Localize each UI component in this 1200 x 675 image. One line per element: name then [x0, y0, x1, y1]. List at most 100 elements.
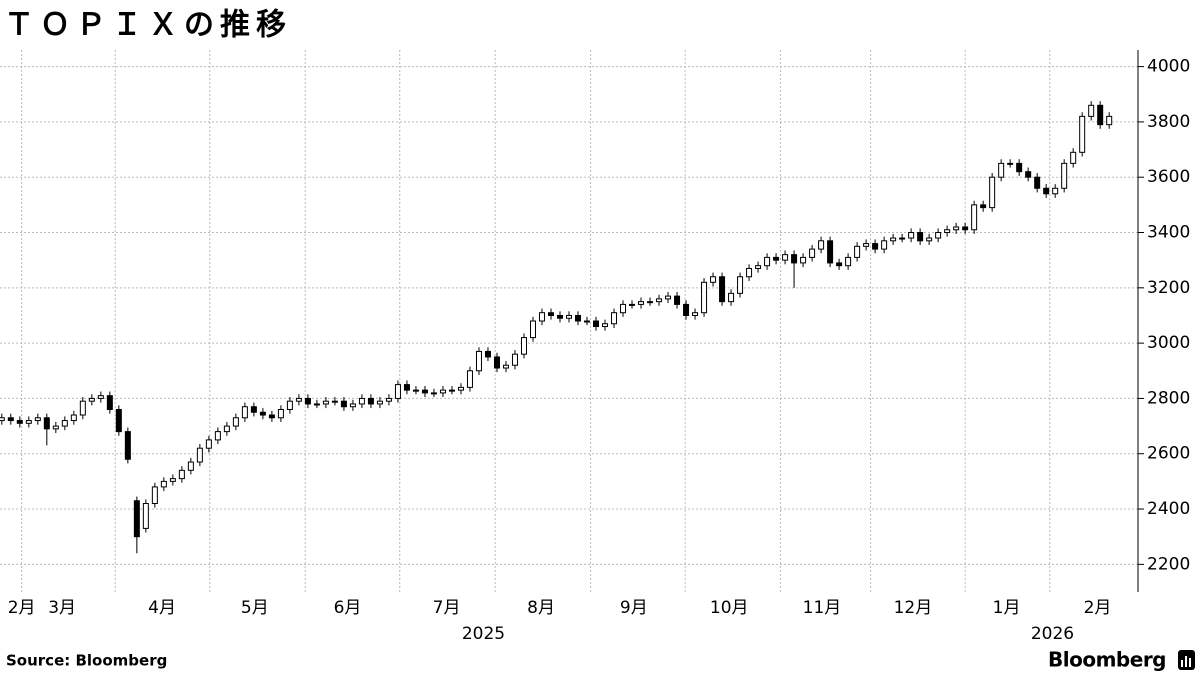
candle-body — [286, 400, 293, 410]
candle-body — [584, 320, 591, 323]
x-tick-label: 10月 — [710, 598, 749, 618]
candle-body — [160, 480, 167, 488]
x-tick-label: 5月 — [241, 598, 269, 618]
candle-body — [232, 417, 239, 427]
candle-body — [764, 256, 771, 267]
candle-body — [277, 408, 284, 419]
candle-body — [971, 204, 978, 231]
chart-title: ＴＯＰＩＸの推移 — [4, 8, 292, 43]
logo: Bloomberg — [1048, 648, 1166, 672]
candle-body — [466, 370, 473, 388]
candle-body — [223, 425, 230, 433]
candle-body — [520, 337, 527, 355]
candle-body — [737, 276, 744, 294]
candle-body — [1007, 162, 1014, 165]
x-tick-label: 4月 — [148, 598, 176, 618]
candle-body — [430, 392, 437, 395]
candle-body — [187, 461, 194, 471]
candle-body — [34, 417, 41, 422]
x-tick-label: 2月 — [1084, 598, 1112, 618]
candle-body — [331, 400, 338, 403]
candle-body — [908, 232, 915, 239]
candle-body — [1043, 187, 1050, 195]
candle-body — [502, 364, 509, 369]
candle-body — [953, 226, 960, 231]
candle-body — [7, 417, 14, 422]
candle-body — [439, 389, 446, 394]
candle-body — [1034, 176, 1041, 189]
candle-body — [809, 248, 816, 258]
x-tick-label: 6月 — [334, 598, 362, 618]
candle-body — [692, 312, 699, 316]
candle-body — [845, 256, 852, 267]
y-tick-label: 3800 — [1147, 112, 1190, 132]
candle-body — [782, 254, 789, 261]
candle-body — [1016, 162, 1023, 173]
candle-body — [169, 478, 176, 482]
candle-body — [944, 229, 951, 234]
x-tick-label: 8月 — [527, 598, 555, 618]
candle-body — [124, 431, 131, 460]
y-tick-label: 3200 — [1147, 278, 1190, 298]
candle-body — [484, 350, 491, 358]
candle-body — [674, 295, 681, 305]
x-tick-label: 1月 — [993, 598, 1021, 618]
candle-body — [665, 295, 672, 300]
candle-body — [196, 447, 203, 463]
candle-body — [313, 403, 320, 406]
candle-body — [656, 298, 663, 303]
candle-body — [602, 323, 609, 328]
candle-body — [268, 414, 275, 419]
candle-body — [25, 420, 32, 424]
logo-bar — [1185, 656, 1187, 667]
candle-body — [16, 420, 23, 424]
x-tick-label: 3月 — [48, 598, 76, 618]
candle-body — [854, 245, 861, 258]
candle-body — [0, 417, 5, 422]
year-label: 2025 — [462, 624, 505, 644]
y-tick-label: 3400 — [1147, 223, 1190, 243]
candle-body — [827, 240, 834, 264]
candle-body — [980, 204, 987, 209]
candle-body — [611, 312, 618, 325]
candle-body — [620, 303, 627, 314]
candle-body — [1052, 187, 1059, 195]
candle-body — [683, 303, 690, 316]
candle-body — [115, 408, 122, 433]
candle-body — [1088, 104, 1095, 117]
candle-body — [791, 254, 798, 264]
candle-body — [142, 503, 149, 529]
candle-body — [79, 400, 86, 416]
year-label: 2026 — [1031, 624, 1074, 644]
x-tick-label: 12月 — [894, 598, 933, 618]
candle-body — [358, 397, 365, 405]
candle-body — [259, 411, 266, 416]
candle-body — [493, 356, 500, 369]
y-tick-label: 2800 — [1147, 388, 1190, 408]
candle-body — [1025, 171, 1032, 178]
candle-body — [367, 397, 374, 405]
candle-body — [1079, 115, 1086, 153]
candle-body — [926, 237, 933, 242]
x-tick-label: 9月 — [620, 598, 648, 618]
y-tick-label: 2400 — [1147, 499, 1190, 519]
candle-body — [566, 314, 572, 319]
candle-body — [818, 240, 825, 250]
candle-body — [547, 312, 554, 316]
candle-body — [322, 400, 329, 405]
candle-body — [376, 400, 383, 405]
logo-bar — [1181, 660, 1183, 667]
candle-body — [836, 262, 843, 267]
candle-body — [773, 256, 780, 261]
candle-body — [475, 350, 482, 372]
y-tick-label: 4000 — [1147, 57, 1190, 77]
candle-body — [295, 397, 302, 402]
candle-body — [962, 226, 969, 231]
candle-body — [448, 389, 455, 392]
candle-body — [511, 353, 518, 366]
candle-body — [917, 232, 924, 242]
candle-body — [43, 417, 50, 430]
candle-body — [890, 237, 897, 242]
x-tick-label: 7月 — [433, 598, 461, 618]
